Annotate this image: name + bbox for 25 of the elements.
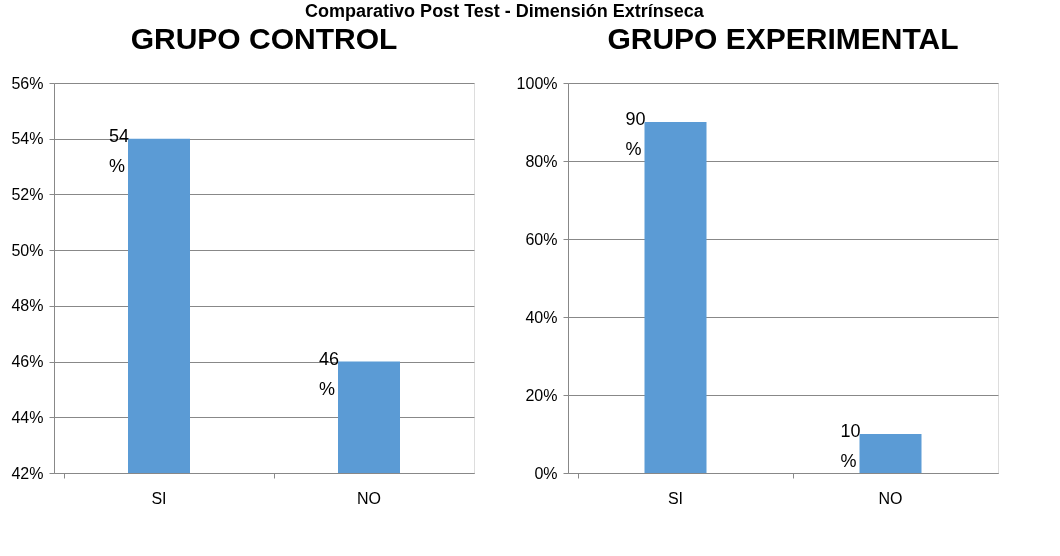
y-tick-label: 44% bbox=[11, 408, 44, 426]
text: Comparativo Post Test - Dimensión Extrínseca bbox=[305, 0, 705, 21]
x-tick-label: NO bbox=[357, 489, 381, 507]
data-label: 54 % bbox=[109, 125, 130, 176]
y-tick-label: 0% bbox=[534, 464, 558, 482]
chart-title: GRUPO CONTROL bbox=[130, 22, 398, 55]
data-label: 46 % bbox=[319, 348, 340, 399]
y-tick-label: 50% bbox=[11, 241, 44, 259]
x-tick-label: NO bbox=[878, 489, 903, 507]
data-label: 10 % bbox=[840, 421, 861, 471]
chart-title: GRUPO EXPERIMENTAL bbox=[607, 22, 959, 55]
x-tick-label: SI bbox=[151, 489, 167, 507]
y-tick-label: 56% bbox=[11, 74, 44, 92]
y-tick-label: 48% bbox=[11, 297, 44, 315]
y-tick-label: 46% bbox=[11, 353, 44, 371]
y-tick-label: 20% bbox=[525, 386, 558, 404]
y-tick-label: 52% bbox=[11, 185, 44, 203]
y-tick-label: 60% bbox=[525, 230, 558, 248]
x-tick-label: SI bbox=[667, 489, 684, 507]
y-tick-label: 80% bbox=[525, 152, 558, 170]
y-tick-label: 100% bbox=[516, 74, 558, 92]
y-tick-label: 40% bbox=[525, 308, 558, 326]
y-tick-label: 42% bbox=[11, 464, 44, 482]
data-label: 90 % bbox=[625, 109, 646, 159]
y-tick-label: 54% bbox=[11, 130, 44, 148]
